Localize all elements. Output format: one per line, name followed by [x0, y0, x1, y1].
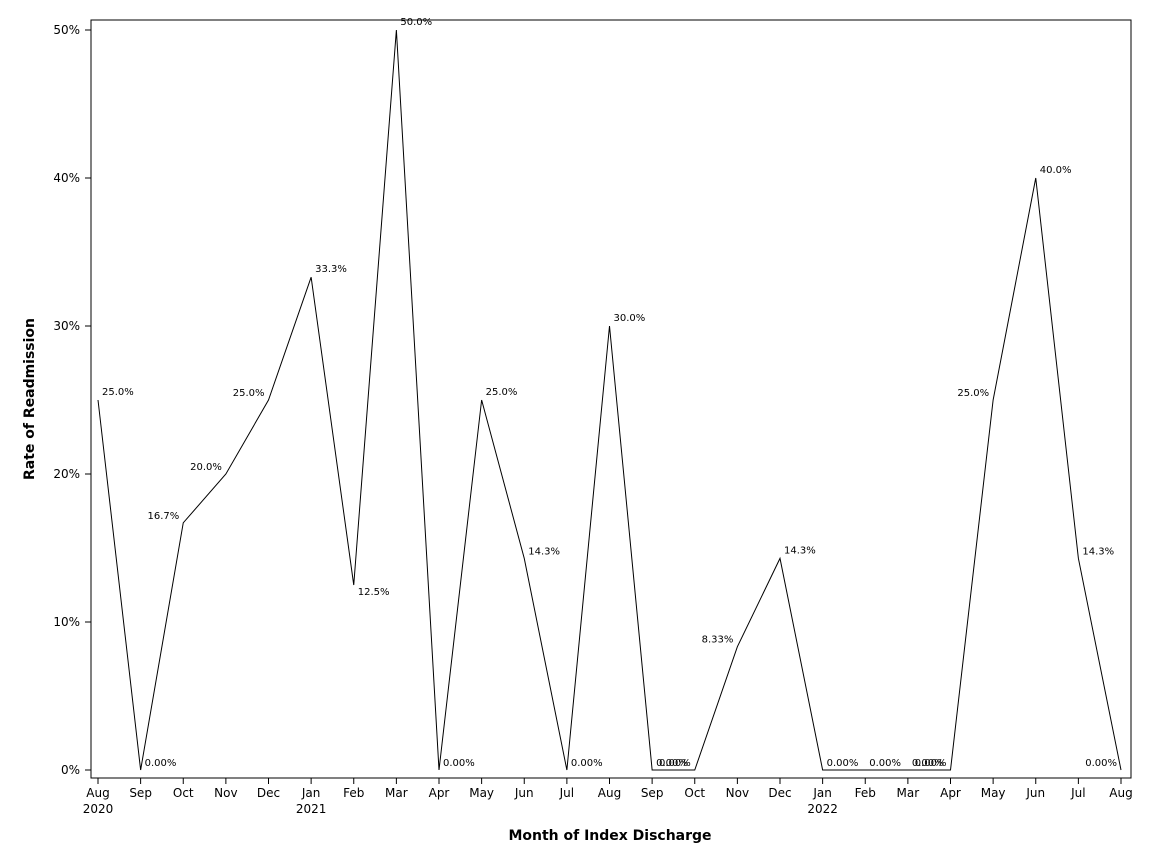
x-axis: Aug 2020 Sep Oct Nov Dec Jan 2021 Feb Mar Apr May Ju… [83, 778, 1133, 816]
data-label: 0.00% [869, 758, 901, 769]
x-year-label: 2020 [83, 802, 114, 816]
y-tick-label: 50% [53, 23, 80, 37]
data-label: 25.0% [957, 388, 989, 399]
y-tick-label: 0% [61, 763, 80, 777]
data-label: 40.0% [1040, 165, 1072, 176]
x-tick-label: Aug [1109, 786, 1132, 800]
x-tick-label: Apr [940, 786, 961, 800]
x-tick-label: May [981, 786, 1006, 800]
x-tick-label: Aug [598, 786, 621, 800]
data-label: 14.3% [528, 546, 560, 557]
x-tick-label: Jan [812, 786, 832, 800]
y-tick-label: 30% [53, 319, 80, 333]
data-label: 0.00% [656, 758, 688, 769]
data-label: 0.00% [571, 758, 603, 769]
x-tick-label: Jul [1070, 786, 1085, 800]
data-label: 0.00% [915, 758, 947, 769]
data-label: 25.0% [102, 387, 134, 398]
data-label: 50.0% [400, 17, 432, 28]
plot-frame [90, 19, 1132, 779]
x-tick-label: Dec [257, 786, 280, 800]
x-tick-label: Nov [726, 786, 749, 800]
x-tick-label: Mar [385, 786, 408, 800]
data-label: 20.0% [190, 462, 222, 473]
x-tick-label: Sep [641, 786, 664, 800]
x-tick-label: May [469, 786, 494, 800]
y-tick-label: 40% [53, 171, 80, 185]
y-tick-label: 20% [53, 467, 80, 481]
x-year-label: 2022 [807, 802, 838, 816]
x-tick-label: Apr [429, 786, 450, 800]
data-label: 8.33% [702, 635, 734, 646]
x-tick-label: Jun [1025, 786, 1045, 800]
data-label: 0.00% [443, 758, 475, 769]
x-tick-label: Nov [214, 786, 237, 800]
y-axis: 0% 10% 20% 30% 40% 50% [53, 23, 91, 777]
data-label: 14.3% [784, 545, 816, 556]
data-label: 0.00% [912, 758, 944, 769]
data-label: 0.00% [145, 758, 177, 769]
data-label: 0.00% [659, 758, 691, 769]
data-label: 14.3% [1082, 546, 1114, 557]
x-axis-title: Month of Index Discharge [508, 828, 711, 844]
y-axis-title: Rate of Readmission [22, 318, 38, 480]
x-tick-label: Jan [301, 786, 321, 800]
x-tick-label: Jun [514, 786, 534, 800]
x-tick-label: Oct [684, 786, 705, 800]
data-labels: 25.0% 0.00% 16.7% 20.0% 25.0% 33.3% 12.5% 50.0%… [102, 17, 1117, 769]
data-label: 30.0% [614, 313, 646, 324]
data-label: 0.00% [1085, 758, 1117, 769]
x-tick-label: Sep [129, 786, 152, 800]
series-line [97, 29, 1122, 771]
x-tick-label: Jul [559, 786, 574, 800]
data-label: 12.5% [358, 587, 390, 598]
data-label: 16.7% [147, 511, 179, 522]
x-tick-label: Dec [768, 786, 791, 800]
x-tick-label: Mar [897, 786, 920, 800]
y-tick-label: 10% [53, 615, 80, 629]
x-tick-label: Aug [86, 786, 109, 800]
x-tick-label: Feb [343, 786, 364, 800]
x-tick-label: Oct [173, 786, 194, 800]
data-label: 0.00% [827, 758, 859, 769]
x-tick-label: Feb [855, 786, 876, 800]
data-label: 33.3% [315, 264, 347, 275]
data-label: 25.0% [233, 388, 265, 399]
data-label: 25.0% [486, 387, 518, 398]
x-year-label: 2021 [296, 802, 327, 816]
